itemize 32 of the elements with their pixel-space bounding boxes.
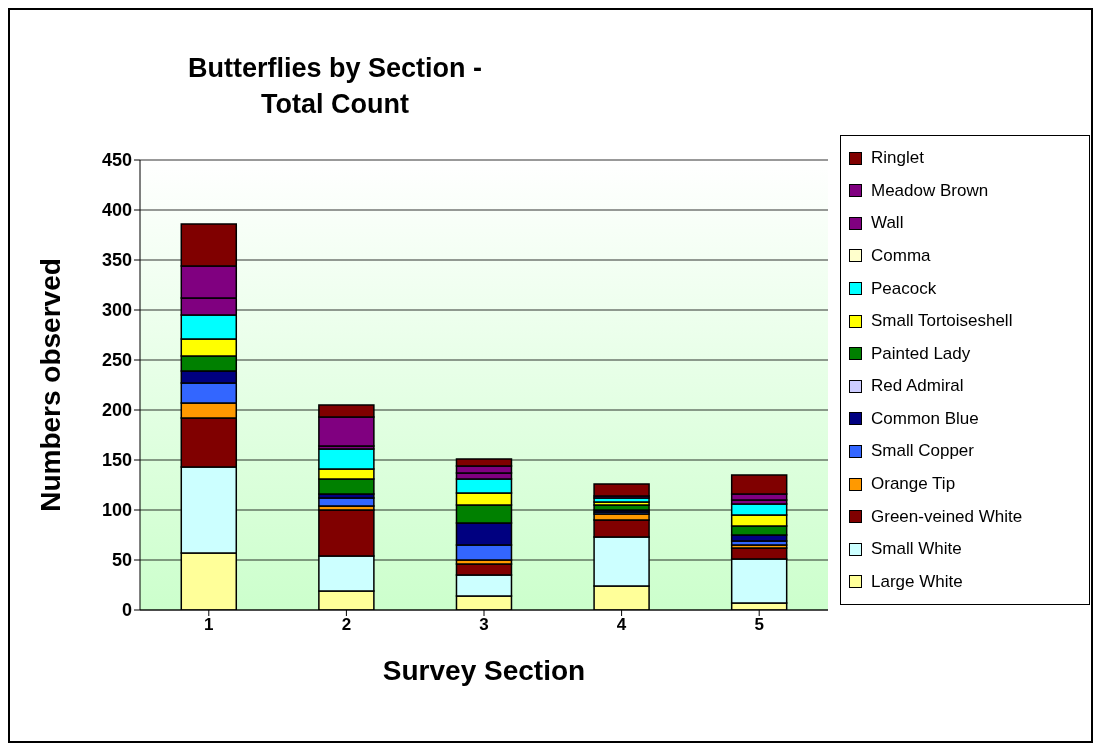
y-axis-title: Numbers observed <box>34 258 66 512</box>
legend-label: Red Admiral <box>871 376 964 397</box>
chart-title: Butterflies by Section - Total Count <box>186 52 483 121</box>
y-tick-label: 0 <box>121 600 132 621</box>
legend-label: Meadow Brown <box>871 180 989 201</box>
legend-label: Comma <box>871 245 931 266</box>
legend-label: Painted Lady <box>871 343 971 364</box>
y-tick-label: 250 <box>101 350 132 371</box>
x-axis-title: Survey Section <box>382 655 586 686</box>
legend-label: Ringlet <box>871 148 924 169</box>
legend-label: Small Copper <box>871 441 974 462</box>
legend-label: Common Blue <box>871 408 979 429</box>
y-tick-label: 200 <box>101 400 132 421</box>
y-tick-label: 450 <box>101 150 132 171</box>
y-tick-label: 100 <box>101 500 132 521</box>
legend-label: Small White <box>871 539 962 560</box>
x-tick-label: 2 <box>341 615 352 635</box>
legend-label: Green-veined White <box>871 506 1023 527</box>
x-tick-label: 4 <box>616 615 627 635</box>
y-tick-label: 400 <box>101 200 132 221</box>
x-tick-label: 5 <box>754 615 764 635</box>
x-tick-label: 1 <box>204 615 214 635</box>
y-tick-label: 50 <box>111 550 132 571</box>
legend-label: Wall <box>871 213 904 234</box>
y-tick-label: 350 <box>101 250 132 271</box>
legend-label: Orange Tip <box>871 474 956 495</box>
legend-label: Small Tortoiseshell <box>871 311 1013 332</box>
y-tick-label: 300 <box>101 300 132 321</box>
legend-label: Large White <box>871 571 963 592</box>
legend-label: Peacock <box>871 278 937 299</box>
x-tick-label: 3 <box>479 615 489 635</box>
y-tick-label: 150 <box>101 450 132 471</box>
